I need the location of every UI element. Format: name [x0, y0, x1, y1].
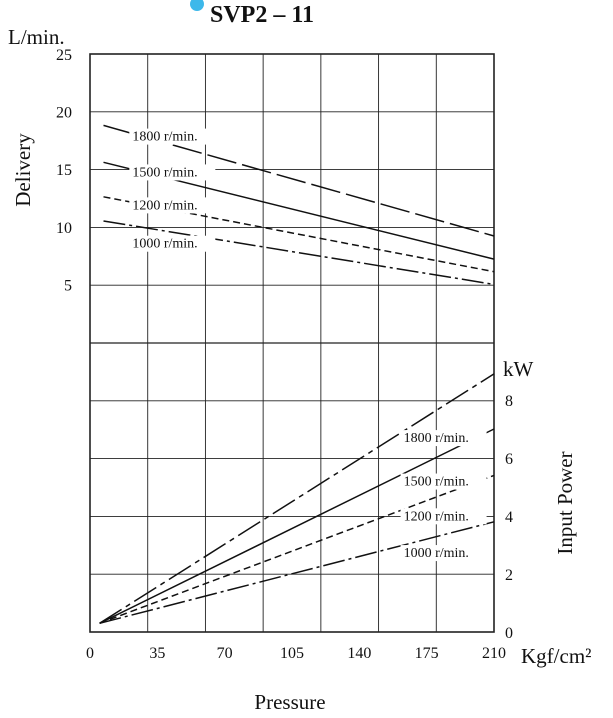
series-label-background [400, 473, 487, 490]
input-power-unit-label: kW [503, 357, 534, 381]
x-tick-label: 0 [86, 645, 94, 662]
delivery-axis-title: Delivery [11, 133, 35, 207]
input-power-y-tick-label: 6 [505, 451, 513, 468]
series-label: 1200 r/min. [132, 198, 197, 213]
delivery-y-tick-label: 25 [56, 47, 72, 64]
delivery-y-tick-label: 20 [56, 105, 72, 122]
delivery-y-tick-label: 10 [56, 220, 72, 237]
x-tick-label: 35 [149, 645, 165, 662]
input-power-axis-title: Input Power [553, 451, 577, 554]
series-label-background [129, 235, 216, 252]
series-label-background [400, 430, 487, 447]
series-label: 1800 r/min. [404, 431, 469, 446]
delivery-series-labels: 1800 r/min. 1500 r/min. 1200 r/min. 1000 r/… [129, 128, 216, 252]
series-label: 1500 r/min. [404, 475, 469, 490]
series-label: 1200 r/min. [404, 509, 469, 524]
series-line [99, 521, 495, 625]
tick-labels: 0 35 70 105 140 175 210 5 10 15 20 25 0 2 4 6 8 [56, 47, 513, 662]
input-power-series-labels: 1800 r/min. 1500 r/min. 1200 r/min. 1000 r/… [400, 430, 487, 562]
x-axis-unit-label: Kgf/cm² [521, 644, 591, 668]
series-label: 1500 r/min. [132, 165, 197, 180]
chart-title-text: SVP2 – 11 [210, 2, 314, 28]
x-tick-label: 140 [347, 645, 371, 662]
series-line [103, 220, 495, 286]
series-label: 1800 r/min. [132, 130, 197, 145]
series-label-background [129, 128, 216, 145]
x-tick-label: 210 [482, 645, 506, 662]
delivery-y-tick-label: 5 [64, 277, 72, 294]
series-line [99, 428, 495, 624]
series-line [99, 373, 495, 624]
input-power-y-tick-label: 8 [505, 393, 513, 410]
series-label: 1000 r/min. [404, 546, 469, 561]
grid [89, 53, 495, 633]
series-line [103, 124, 495, 237]
delivery-y-tick-label: 15 [56, 162, 72, 179]
x-tick-label: 70 [217, 645, 233, 662]
input-power-y-tick-label: 0 [505, 625, 513, 642]
input-power-y-tick-label: 2 [505, 567, 513, 584]
series-label-background [400, 508, 487, 525]
series-label-background [400, 545, 487, 562]
series-label: 1000 r/min. [132, 237, 197, 252]
series-label-background [129, 197, 216, 214]
x-axis-title: Pressure [254, 690, 325, 714]
x-tick-label: 105 [280, 645, 304, 662]
series-label-background [129, 164, 216, 181]
series-line [99, 474, 495, 625]
title-bullet-icon [190, 0, 204, 11]
delivery-unit-label: L/min. [8, 25, 65, 49]
input-power-series [99, 373, 495, 625]
x-tick-label: 175 [415, 645, 439, 662]
chart-title: SVP2 – 11 [190, 0, 314, 28]
input-power-y-tick-label: 4 [505, 509, 513, 526]
